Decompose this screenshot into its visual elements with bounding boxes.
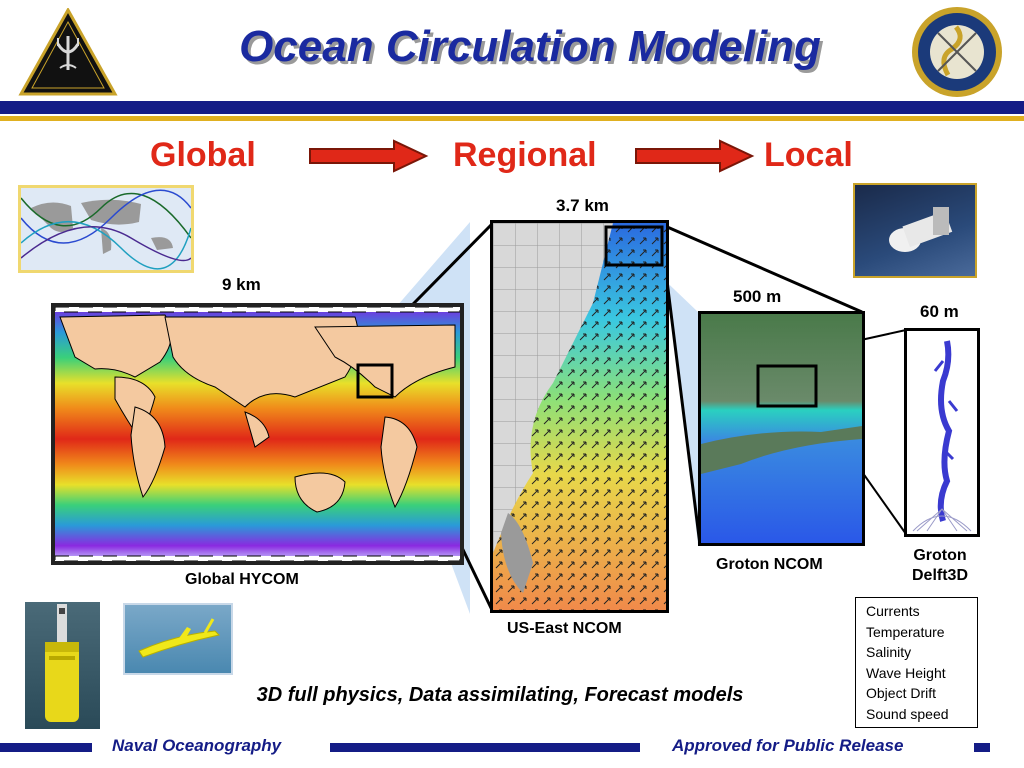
us-east-ncom-map [490,220,669,613]
resolution-regional: 3.7 km [556,196,609,215]
resolution-global: 9 km [222,275,261,294]
model-us-east-ncom: US-East NCOM [507,620,622,637]
stage-global: Global [150,136,256,174]
delft-line-2: Delft3D [911,567,968,584]
stage-regional: Regional [453,136,597,174]
footer-bar-right [974,743,990,752]
page-title: Ocean Circulation Modeling [239,22,821,71]
global-hycom-map [51,303,464,565]
variable-item: Currents [866,603,920,619]
header-band [0,101,1024,114]
arrow-right-icon [308,139,430,178]
auv-photo [853,183,977,278]
variable-item: Temperature [866,623,945,640]
arrow-right-icon [634,139,756,178]
model-groton-ncom: Groton NCOM [716,556,823,573]
variable-item: Wave Height [866,664,946,681]
delft-line-1: Groton [913,547,967,564]
variable-item: Salinity [866,644,912,660]
variable-item: Object Drift [866,685,937,701]
output-variables-list: Currents Temperature Salinity Wave Heigh… [855,597,978,728]
resolution-delft: 60 m [920,302,959,321]
model-groton-delft3d: Groton Delft3D [900,546,980,586]
stage-local: Local [764,136,853,174]
navmetoc-logo [18,6,118,98]
footer-bar-left [0,743,92,752]
glider-photo [123,603,233,675]
footer-left-text: Naval Oceanography [112,736,282,755]
tagline: 3D full physics, Data assimilating, Fore… [256,684,744,706]
satellite-track-map [18,185,194,273]
groton-delft3d-map [904,328,980,537]
model-global-hycom: Global HYCOM [185,571,299,588]
footer-right-text: Approved for Public Release [672,736,904,755]
navoceano-seal [908,5,1006,100]
header-gold-stripe [0,116,1024,121]
buoy-photo [25,602,100,729]
variable-item: Sound speed [866,705,949,722]
resolution-groton: 500 m [733,287,782,306]
footer-bar-middle [330,743,640,752]
groton-ncom-map [698,311,865,546]
